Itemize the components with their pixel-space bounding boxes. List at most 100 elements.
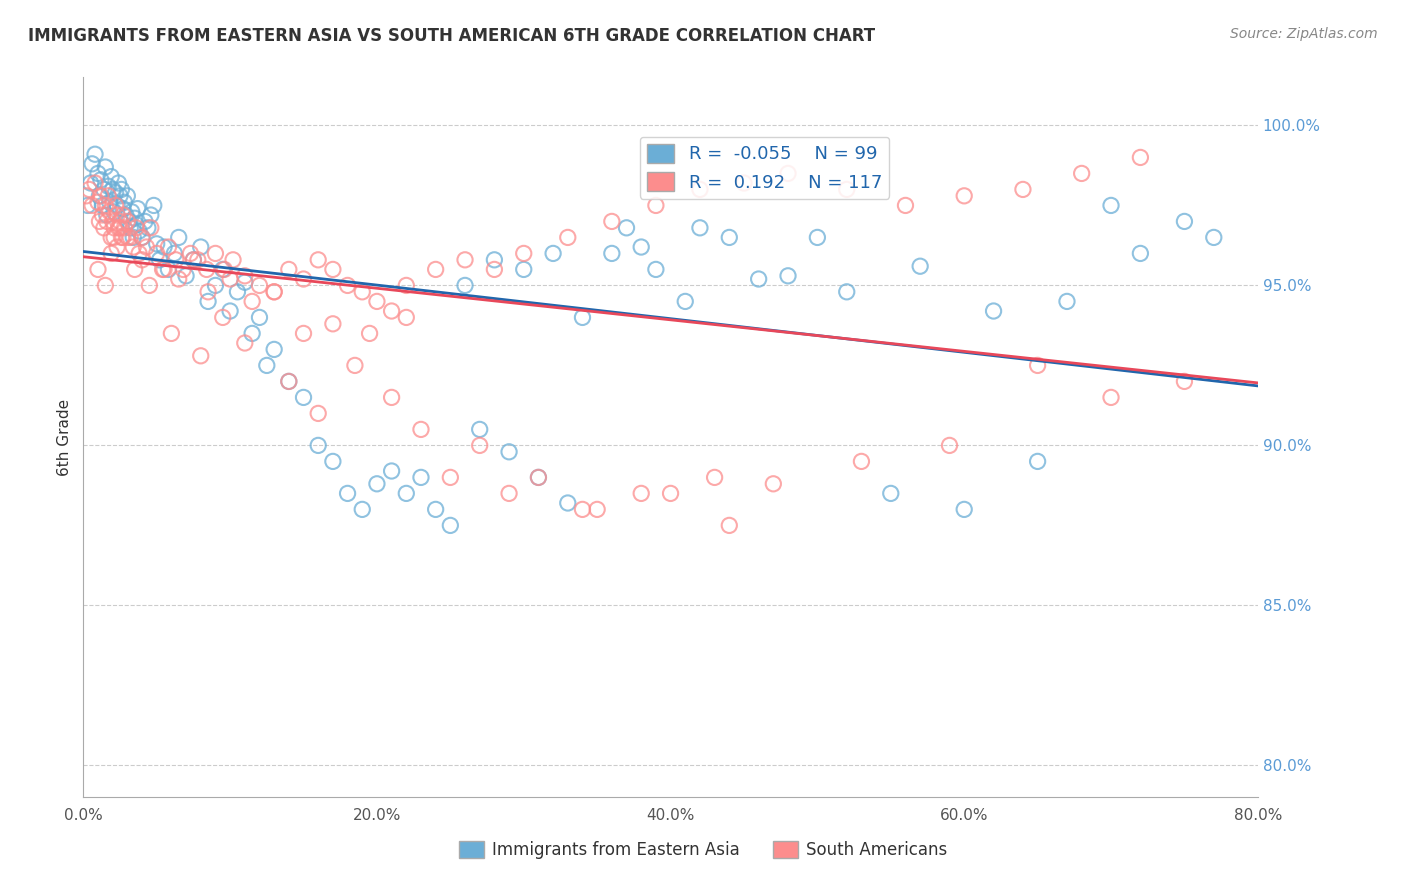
Point <box>110 230 132 244</box>
Point <box>197 285 219 299</box>
Point <box>219 272 242 286</box>
Point <box>343 359 366 373</box>
Point <box>468 422 491 436</box>
Point <box>190 349 212 363</box>
Point <box>87 195 110 210</box>
Point <box>204 246 226 260</box>
Point <box>541 246 564 260</box>
Point <box>571 502 593 516</box>
Point <box>82 157 104 171</box>
Point <box>128 246 150 260</box>
Point <box>240 326 263 341</box>
Point <box>105 240 128 254</box>
Point <box>806 230 828 244</box>
Point <box>98 195 121 210</box>
Point <box>359 326 381 341</box>
Point <box>111 208 134 222</box>
Point <box>256 359 278 373</box>
Point <box>498 445 520 459</box>
Point <box>366 294 388 309</box>
Point <box>454 252 477 267</box>
Point <box>776 166 799 180</box>
Point <box>498 486 520 500</box>
Point <box>103 220 125 235</box>
Point <box>90 189 112 203</box>
Point <box>108 220 131 235</box>
Point <box>183 252 205 267</box>
Point <box>97 189 120 203</box>
Point <box>84 176 107 190</box>
Point <box>122 230 145 244</box>
Point <box>644 262 666 277</box>
Point <box>118 214 141 228</box>
Point <box>953 502 976 516</box>
Point <box>145 246 167 260</box>
Point <box>103 230 125 244</box>
Legend: Immigrants from Eastern Asia, South Americans: Immigrants from Eastern Asia, South Amer… <box>451 834 955 866</box>
Point <box>115 208 138 222</box>
Point <box>381 391 404 405</box>
Point <box>101 214 124 228</box>
Point <box>108 214 131 228</box>
Point <box>527 470 550 484</box>
Point <box>439 470 461 484</box>
Point <box>307 252 329 267</box>
Point <box>292 326 315 341</box>
Point <box>87 166 110 180</box>
Point <box>908 259 931 273</box>
Point <box>124 211 146 226</box>
Point <box>107 176 129 190</box>
Point <box>89 189 111 203</box>
Point <box>108 189 131 203</box>
Point <box>513 262 536 277</box>
Point <box>263 285 285 299</box>
Point <box>571 310 593 325</box>
Point <box>880 486 903 500</box>
Point <box>131 252 153 267</box>
Point <box>98 204 121 219</box>
Point <box>395 310 418 325</box>
Point <box>1129 150 1152 164</box>
Point <box>1070 166 1092 180</box>
Point <box>117 189 139 203</box>
Point <box>90 173 112 187</box>
Point <box>211 262 233 277</box>
Point <box>277 262 299 277</box>
Point <box>104 198 127 212</box>
Point <box>733 176 755 190</box>
Point <box>204 278 226 293</box>
Point <box>183 252 205 267</box>
Point <box>1173 214 1195 228</box>
Point <box>174 268 197 283</box>
Point <box>292 391 315 405</box>
Point <box>75 189 97 203</box>
Point <box>117 214 139 228</box>
Point <box>91 198 114 212</box>
Point <box>128 224 150 238</box>
Point <box>117 230 139 244</box>
Point <box>152 262 174 277</box>
Point <box>124 262 146 277</box>
Point <box>835 285 858 299</box>
Point <box>84 147 107 161</box>
Point <box>187 252 209 267</box>
Point <box>527 470 550 484</box>
Point <box>77 182 100 196</box>
Point <box>233 268 256 283</box>
Point <box>366 476 388 491</box>
Point <box>131 230 153 244</box>
Point <box>94 278 117 293</box>
Point <box>96 208 118 222</box>
Point <box>112 195 135 210</box>
Point <box>454 278 477 293</box>
Point <box>1099 391 1122 405</box>
Point <box>100 230 122 244</box>
Point <box>79 176 101 190</box>
Legend: R =  -0.055    N = 99, R =  0.192    N = 117: R = -0.055 N = 99, R = 0.192 N = 117 <box>640 136 889 199</box>
Point <box>1173 375 1195 389</box>
Point <box>1026 454 1049 468</box>
Point <box>134 214 156 228</box>
Point <box>120 230 142 244</box>
Point <box>776 268 799 283</box>
Point <box>600 214 623 228</box>
